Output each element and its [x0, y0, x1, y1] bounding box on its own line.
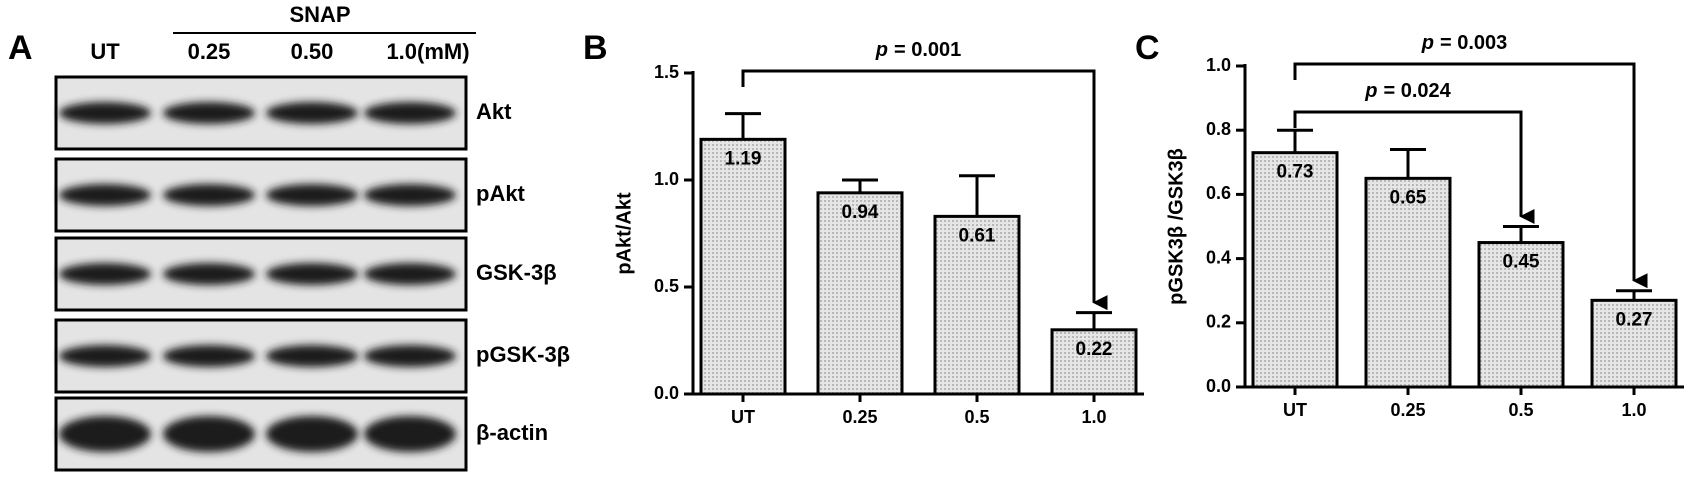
y-tick-label: 0.0: [654, 383, 679, 403]
bar: [816, 191, 904, 396]
bar: [1251, 151, 1339, 389]
p-value: p = 0.024: [1364, 80, 1451, 102]
y-tick-label: 1.0: [654, 169, 679, 189]
protein-label: Akt: [476, 99, 512, 124]
y-tick-label: 1.0: [1206, 55, 1231, 75]
y-tick-label: 0.2: [1206, 312, 1231, 332]
group-label: SNAP: [289, 2, 350, 27]
y-axis-label: pAkt/Akt: [613, 192, 635, 275]
blot-band: [59, 102, 151, 124]
p-value: p = 0.003: [1421, 32, 1508, 54]
y-axis-label: pGSK3β /GSK3β: [1165, 148, 1187, 305]
value-label: 1.19: [725, 148, 762, 169]
protein-label: pGSK-3β: [476, 342, 570, 367]
value-label: 0.22: [1076, 339, 1113, 360]
blot-band: [266, 184, 358, 206]
blot-band: [59, 263, 151, 285]
lane-label: 0.50: [291, 39, 334, 64]
y-tick-label: 0.8: [1206, 119, 1231, 139]
y-tick-label: 0.0: [1206, 376, 1231, 396]
x-tick-label: UT: [731, 407, 755, 427]
blot-band: [59, 345, 151, 367]
p-value: p = 0.001: [875, 39, 962, 61]
bar: [699, 137, 787, 396]
blot-band: [163, 416, 255, 452]
blot-band: [266, 416, 358, 452]
blot-band: [266, 102, 358, 124]
blot-band: [364, 102, 456, 124]
p-symbol: p: [875, 39, 888, 61]
x-tick-label: 1.0: [1621, 400, 1646, 420]
value-label: 0.61: [959, 225, 996, 246]
lane-label: 0.25: [188, 39, 231, 64]
blot-band: [364, 416, 456, 452]
p-text: = 0.003: [1440, 32, 1507, 54]
value-label: 0.73: [1277, 162, 1314, 183]
p-text: = 0.001: [894, 39, 961, 61]
bar: [1364, 176, 1452, 389]
y-tick-label: 0.5: [654, 276, 679, 296]
blot-band: [364, 184, 456, 206]
blot-band: [59, 184, 151, 206]
bar: [1590, 298, 1678, 389]
bar: [1050, 328, 1138, 396]
bar: [1477, 241, 1565, 389]
value-label: 0.65: [1390, 187, 1427, 208]
blot-band: [163, 184, 255, 206]
p-symbol: p: [1421, 32, 1434, 54]
bar: [933, 214, 1021, 396]
blot-band: [163, 263, 255, 285]
value-label: 0.94: [842, 202, 879, 223]
x-tick-label: 1.0: [1081, 407, 1106, 427]
blot-band: [364, 345, 456, 367]
lane-label: 1.0(mM): [386, 39, 469, 64]
significance-bracket: [1293, 110, 1535, 224]
p-symbol: p: [1364, 80, 1377, 102]
lane-label: UT: [90, 39, 120, 64]
y-tick-label: 0.4: [1206, 247, 1231, 267]
blot-band: [266, 263, 358, 285]
blot-band: [163, 345, 255, 367]
protein-label: β-actin: [476, 420, 548, 445]
x-tick-label: 0.25: [1390, 400, 1425, 420]
y-tick-label: 1.5: [654, 62, 679, 82]
panel-label: B: [583, 29, 608, 67]
y-tick-label: 0.6: [1206, 183, 1231, 203]
panel-label: A: [8, 29, 33, 67]
significance-bracket: [1293, 62, 1648, 289]
value-label: 0.27: [1616, 309, 1653, 330]
p-text: = 0.024: [1383, 80, 1451, 102]
blot-band: [364, 263, 456, 285]
x-tick-label: 0.5: [964, 407, 989, 427]
protein-label: GSK-3β: [476, 260, 557, 285]
x-tick-label: UT: [1283, 400, 1307, 420]
blot-band: [266, 345, 358, 367]
blot-band: [59, 416, 151, 452]
panel-label: C: [1135, 29, 1160, 67]
protein-label: pAkt: [476, 181, 526, 206]
x-tick-label: 0.25: [842, 407, 877, 427]
value-label: 0.45: [1503, 252, 1540, 273]
significance-bracket: [741, 69, 1108, 311]
blot-band: [163, 102, 255, 124]
x-tick-label: 0.5: [1508, 400, 1533, 420]
